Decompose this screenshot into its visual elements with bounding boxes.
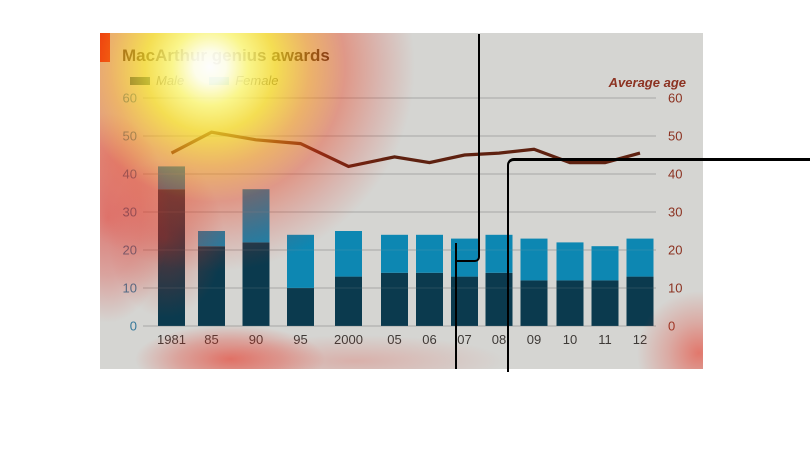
left-axis-tick-30: 30 — [123, 205, 137, 220]
x-tick-95: 95 — [293, 332, 307, 347]
left-axis-tick-0: 0 — [130, 319, 137, 334]
x-tick-90: 90 — [249, 332, 263, 347]
right-axis-tick-60: 60 — [668, 91, 682, 106]
bar-male-06 — [416, 272, 443, 326]
bar-female-05 — [381, 234, 408, 273]
x-tick-05: 05 — [387, 332, 401, 347]
left-axis-tick-10: 10 — [123, 281, 137, 296]
bar-male-85 — [198, 246, 225, 326]
left-axis-tick-60: 60 — [123, 91, 137, 106]
left-axis-tick-20: 20 — [123, 243, 137, 258]
right-axis-tick-50: 50 — [668, 129, 682, 144]
annotation-stroke-vertical-bracket — [456, 34, 480, 262]
x-tick-08: 08 — [492, 332, 506, 347]
left-axis-tick-40: 40 — [123, 167, 137, 182]
bar-male-95 — [287, 288, 314, 326]
bar-female-06 — [416, 234, 443, 273]
bar-female-1981 — [158, 166, 185, 190]
annotation-stroke-right-angle — [507, 158, 810, 372]
bar-male-2000 — [335, 276, 362, 326]
bar-female-90 — [242, 189, 270, 243]
x-tick-07: 07 — [457, 332, 471, 347]
x-tick-06: 06 — [422, 332, 436, 347]
left-axis-tick-50: 50 — [123, 129, 137, 144]
x-tick-85: 85 — [204, 332, 218, 347]
bar-male-90 — [242, 242, 270, 326]
x-tick-1981: 1981 — [157, 332, 186, 347]
x-tick-2000: 2000 — [334, 332, 363, 347]
bar-female-2000 — [335, 231, 362, 277]
bar-male-1981 — [158, 189, 185, 326]
bar-female-95 — [287, 234, 314, 288]
annotation-stroke-vertical-short — [455, 243, 457, 369]
bar-male-05 — [381, 272, 408, 326]
bar-female-85 — [198, 231, 225, 247]
